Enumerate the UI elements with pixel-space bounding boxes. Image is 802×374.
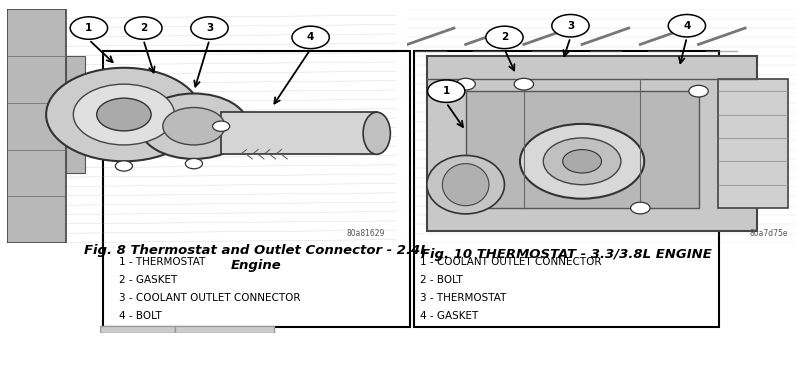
Bar: [66, 56, 85, 173]
Circle shape: [191, 17, 228, 39]
Bar: [221, 112, 377, 154]
Text: 4: 4: [307, 33, 314, 42]
Circle shape: [520, 124, 644, 199]
Circle shape: [97, 98, 151, 131]
Circle shape: [71, 17, 107, 39]
Circle shape: [552, 15, 589, 37]
Circle shape: [163, 108, 225, 145]
Circle shape: [543, 138, 621, 185]
Bar: [100, 326, 175, 333]
Text: 4 - GASKET: 4 - GASKET: [420, 311, 479, 321]
Circle shape: [456, 78, 476, 90]
Circle shape: [124, 17, 162, 39]
Circle shape: [486, 26, 523, 49]
Text: 3: 3: [567, 21, 574, 31]
Text: Fig. 8 Thermostat and Outlet Connector - 2.4L
Engine: Fig. 8 Thermostat and Outlet Connector -…: [84, 243, 429, 272]
Circle shape: [563, 150, 602, 173]
Text: 3: 3: [206, 23, 213, 33]
Circle shape: [115, 161, 132, 171]
Circle shape: [140, 94, 249, 159]
Circle shape: [213, 121, 229, 131]
Text: 2: 2: [140, 23, 147, 33]
Text: 3 - THERMOSTAT: 3 - THERMOSTAT: [420, 293, 507, 303]
Text: 2 - GASKET: 2 - GASKET: [119, 275, 177, 285]
Circle shape: [185, 159, 202, 169]
Bar: [175, 326, 274, 333]
Text: 1: 1: [85, 23, 92, 33]
Circle shape: [689, 85, 708, 97]
Circle shape: [630, 202, 650, 214]
Text: 4 - BOLT: 4 - BOLT: [119, 311, 162, 321]
Text: 1 - THERMOSTAT: 1 - THERMOSTAT: [119, 257, 205, 267]
Text: 3 - COOLANT OUTLET CONNECTOR: 3 - COOLANT OUTLET CONNECTOR: [119, 293, 301, 303]
Text: 1: 1: [443, 86, 450, 96]
Circle shape: [73, 84, 175, 145]
Circle shape: [514, 78, 533, 90]
Text: 80a81629: 80a81629: [346, 229, 384, 239]
Ellipse shape: [443, 164, 489, 206]
Bar: [414, 50, 719, 327]
Circle shape: [427, 80, 465, 102]
Text: 4: 4: [683, 21, 691, 31]
Bar: [103, 50, 410, 327]
Bar: [7, 9, 66, 243]
Bar: [718, 79, 788, 208]
Circle shape: [292, 26, 330, 49]
Bar: [466, 91, 699, 208]
Text: 2 - BOLT: 2 - BOLT: [420, 275, 463, 285]
Bar: [427, 56, 757, 232]
Text: Fig. 10 THERMOSTAT - 3.3/3.8L ENGINE: Fig. 10 THERMOSTAT - 3.3/3.8L ENGINE: [421, 248, 712, 261]
Text: 2: 2: [500, 33, 508, 42]
Circle shape: [668, 15, 706, 37]
Circle shape: [47, 68, 202, 161]
Text: 80a7d75e: 80a7d75e: [749, 229, 788, 239]
Ellipse shape: [427, 156, 504, 214]
Ellipse shape: [363, 112, 391, 154]
Text: 1 - COOLANT OUTLET CONNECTOR: 1 - COOLANT OUTLET CONNECTOR: [420, 257, 602, 267]
